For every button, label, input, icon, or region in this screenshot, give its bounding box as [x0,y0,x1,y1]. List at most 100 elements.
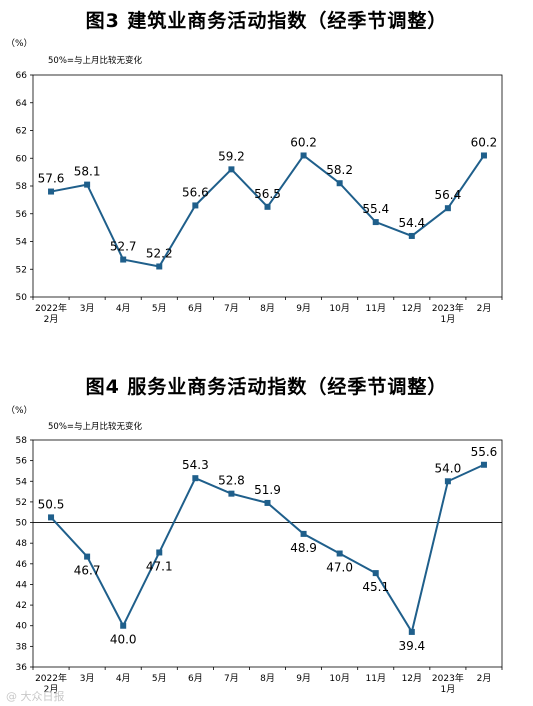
chart-1-data-point [120,256,127,263]
chart-2-y-tick-label: 42 [16,601,27,611]
chart-2-data-label: 40.0 [110,633,137,647]
chart-1-unit-label: （%） [6,38,33,49]
chart-1-data-point [228,166,235,173]
chart-1-y-tick-label: 58 [16,182,28,192]
chart-2-data-point [120,622,127,629]
chart-1-y-tick-label: 52 [16,265,27,275]
chart-2-data-point [156,549,163,556]
chart-1-data-label: 60.2 [471,135,498,149]
chart-2-data-point [48,514,55,521]
chart-2-x-tick-label: 11月 [366,673,386,684]
chart-2-data-point [84,553,91,560]
chart-2-data-point [300,530,307,537]
chart-2-data-label: 48.9 [290,541,317,555]
chart-2-plot-frame [32,439,503,668]
chart-1-x-tick-label: 1月 [441,314,456,325]
chart-1-data-point [408,232,415,239]
chart-2-y-tick-label: 56 [16,457,28,467]
chart-2-data-label: 54.0 [435,461,462,475]
chart-2-note: 50%=与上月比较无变化 [48,421,143,432]
chart-1-x-tick-label: 3月 [80,303,95,314]
chart-1-y-tick-label: 60 [16,154,28,164]
chart-1-data-point [156,263,163,270]
chart-2-data-point [444,478,451,485]
chart-1-data-point [480,152,487,159]
chart-2-data-point [336,550,343,557]
chart-2-x-tick-label: 7月 [224,673,239,684]
chart-1-data-label: 52.7 [110,240,137,254]
chart-2-y-tick-label: 38 [16,642,28,652]
chart-2-data-point [372,570,379,577]
chart-2-y-tick-label: 50 [16,519,28,529]
chart-2-data-point [192,475,199,482]
chart-2-y-tick-label: 54 [16,477,28,487]
chart-1-x-tick-label: 4月 [116,303,131,314]
chart-1-x-tick-label: 5月 [152,303,167,314]
chart-1-data-label: 56.6 [182,185,209,199]
chart-1-title: 图3 建筑业商务活动指数（经季节调整） [85,10,448,32]
chart-1-y-tick-label: 54 [16,238,28,248]
chart-1-data-point [48,188,55,195]
chart-1-x-tick-label: 2023年 [432,302,464,314]
chart-2-data-label: 52.8 [218,474,245,488]
chart-1-y-tick-label: 56 [16,210,28,220]
chart-2-x-tick-label: 2月 [44,684,59,695]
chart-1-data-point [300,152,307,159]
chart-2-y-tick-label: 44 [16,580,28,590]
chart-1-x-tick-label: 2月 [477,303,492,314]
chart-1-x-tick-label: 2022年 [35,302,67,314]
chart-1-data-point [444,205,451,212]
chart-1-data-point [84,181,91,188]
watermark: @ 大众日报 [6,690,65,703]
chart-2-data-label: 55.6 [471,445,498,459]
chart-1-y-tick-label: 50 [16,293,28,303]
chart-2-y-tick-label: 46 [16,560,28,570]
chart-2-data-label: 54.3 [182,458,209,472]
chart-2-x-tick-label: 4月 [116,673,131,684]
chart-2-data-label: 47.0 [326,561,353,575]
chart-2-x-tick-label: 8月 [260,673,275,684]
chart-1-data-label: 54.4 [398,216,425,230]
chart-1-x-tick-label: 6月 [188,303,203,314]
chart-1-data-label: 56.4 [435,188,462,202]
chart-2-data-point [264,499,271,506]
chart-2-data-point [228,490,235,497]
chart-2-x-tick-label: 6月 [188,673,203,684]
chart-1-data-label: 58.1 [74,165,101,179]
chart-1-x-tick-label: 10月 [329,303,349,314]
chart-2-x-tick-label: 2022年 [35,672,67,684]
chart-1-x-tick-label: 11月 [366,303,386,314]
chart-1-data-point [192,202,199,209]
chart-2-data-point [480,461,487,468]
chart-1-data-label: 52.2 [146,246,173,260]
chart-1-data-label: 56.5 [254,187,281,201]
chart-2-x-tick-label: 3月 [80,673,95,684]
chart-1-data-label: 59.2 [218,149,245,163]
chart-2-y-tick-label: 40 [16,622,28,632]
chart-2-x-tick-label: 5月 [152,673,167,684]
chart-1-data-point [372,219,379,226]
chart-1-x-tick-label: 8月 [260,303,275,314]
chart-2-y-tick-label: 58 [16,436,28,446]
chart-2-x-tick-label: 9月 [296,673,311,684]
chart-2-x-tick-label: 2月 [477,673,492,684]
chart-2-data-label: 45.1 [362,580,389,594]
chart-2-y-tick-label: 52 [16,498,27,508]
chart-2-data-label: 47.1 [146,559,173,573]
chart-1-data-label: 58.2 [326,163,353,177]
chart-1-y-tick-label: 62 [16,127,27,137]
chart-2-data-label: 50.5 [38,497,65,511]
chart-2-title: 图4 服务业商务活动指数（经季节调整） [85,376,448,398]
chart-2-y-tick-label: 48 [16,539,28,549]
chart-2-data-label: 39.4 [398,639,425,653]
chart-2-unit-label: （%） [6,405,33,416]
chart-1-x-tick-label: 9月 [296,303,311,314]
chart-2-x-tick-label: 12月 [402,673,422,684]
chart-1-data-label: 60.2 [290,135,317,149]
chart-1-data-label: 57.6 [38,172,65,186]
chart-1-x-tick-label: 12月 [402,303,422,314]
chart-1-data-point [336,180,343,187]
chart-2-x-tick-label: 10月 [329,673,349,684]
chart-2-data-point [408,628,415,635]
